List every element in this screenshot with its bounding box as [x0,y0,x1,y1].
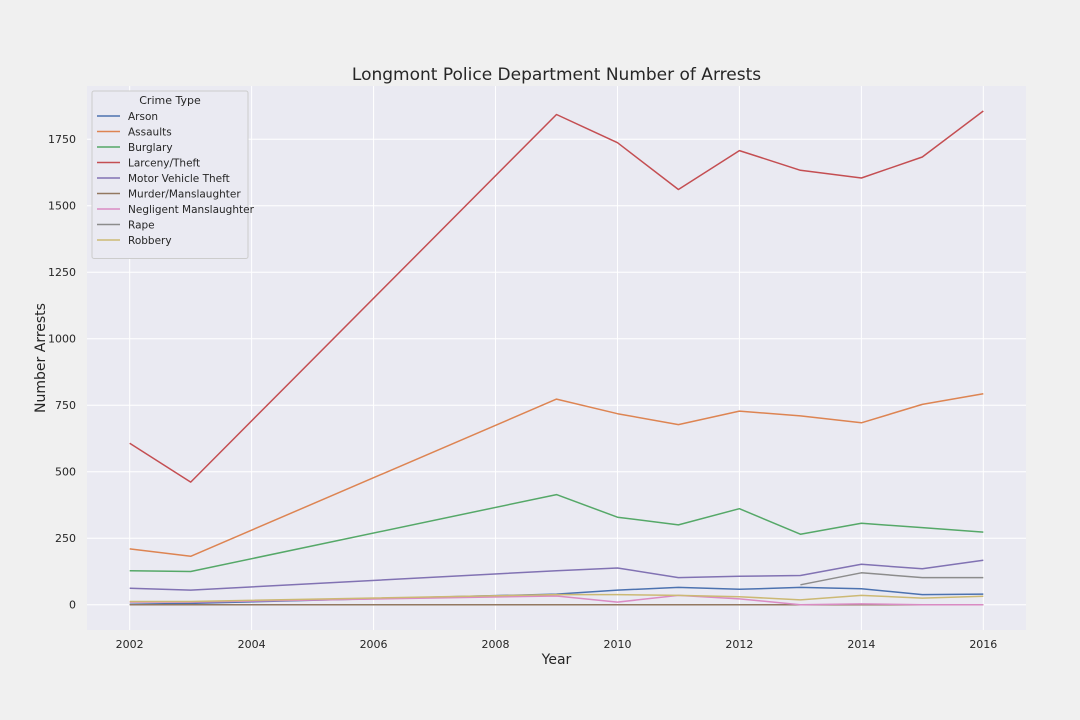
legend-label-murder-manslaughter: Murder/Manslaughter [128,189,241,201]
x-tick-label: 2014 [847,638,875,651]
series-line-robbery [129,593,984,603]
legend-label-rape: Rape [128,220,155,232]
legend: Crime Type Arson Assaults Burglary Larceny/… [91,90,255,259]
series-line-burglary [129,493,984,573]
chart-title: Longmont Police Department Number of Arr… [352,65,761,85]
y-tick-label: 1750 [48,133,76,146]
series-line-motor-vehicle-theft [129,559,984,591]
legend-title: Crime Type [139,94,201,107]
legend-label-motor-vehicle-theft: Motor Vehicle Theft [128,173,230,185]
series-line-larceny-theft [129,110,984,483]
x-tick-label: 2006 [360,638,388,651]
series-lines [129,110,984,606]
y-tick-label: 750 [55,399,76,412]
y-tick-label: 1250 [48,266,76,279]
y-tick-label: 1500 [48,200,76,213]
x-axis-label: Year [541,652,572,668]
legend-label-negligent-manslaughter: Negligent Manslaughter [128,204,255,216]
legend-box [91,90,249,259]
series-line-negligent-manslaughter [129,594,984,606]
legend-label-arson: Arson [128,111,158,123]
legend-label-larceny-theft: Larceny/Theft [128,158,200,170]
y-tick-label: 0 [69,599,76,612]
tick-labels: 2002 2004 2006 2008 2010 2012 2014 2016 0 250 500 7… [48,133,997,651]
series-line-assaults [129,393,984,558]
legend-label-burglary: Burglary [128,142,173,154]
x-tick-label: 2012 [725,638,753,651]
y-tick-label: 1000 [48,333,76,346]
x-tick-label: 2004 [238,638,266,651]
x-tick-label: 2010 [603,638,631,651]
x-tick-label: 2008 [482,638,510,651]
x-tick-label: 2002 [116,638,144,651]
series-line-rape [800,572,984,586]
y-tick-label: 500 [55,466,76,479]
x-tick-label: 2016 [969,638,997,651]
y-axis-label: Number Arrests [33,303,49,413]
legend-label-robbery: Robbery [128,235,172,247]
legend-label-assaults: Assaults [128,127,172,139]
y-tick-label: 250 [55,532,76,545]
